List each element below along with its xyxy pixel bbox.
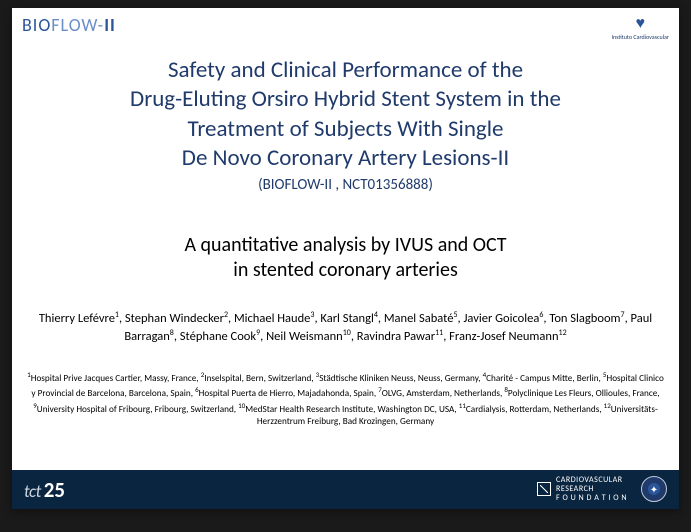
title-line-2: Drug-Eluting Orsiro Hybrid Stent System … — [42, 85, 649, 114]
trial-id: (BIOFLOW-II , NCT01356888) — [42, 176, 649, 194]
seal-icon: ✦ — [641, 476, 667, 502]
crf-text: CARDIOVASCULAR RESEARCH F O U N D A T I … — [556, 476, 627, 502]
tct-number: 25 — [44, 477, 65, 503]
footer-right: CARDIOVASCULAR RESEARCH F O U N D A T I … — [537, 476, 667, 502]
crf-line-3: F O U N D A T I O N — [556, 494, 627, 503]
tct-logo: tct 25 — [24, 477, 65, 503]
slide-header: BIOFLOW-II ♥ Instituto Cardiovascular — [22, 14, 669, 52]
bioflow-logo: BIOFLOW-II — [22, 14, 116, 36]
sponsor-logo: ♥ Instituto Cardiovascular — [611, 14, 669, 41]
title-line-3: Treatment of Subjects With Single — [42, 115, 649, 144]
slide-footer: tct 25 CARDIOVASCULAR RESEARCH F O U N D… — [12, 470, 679, 509]
sponsor-label: Instituto Cardiovascular — [611, 33, 669, 41]
crf-icon — [537, 482, 551, 496]
subtitle-block: A quantitative analysis by IVUS and OCT … — [42, 233, 649, 283]
subtitle-line-1: A quantitative analysis by IVUS and OCT — [42, 233, 649, 258]
tct-text: tct — [24, 481, 41, 502]
bioflow-logo-text: BIOFLOW-II — [22, 14, 116, 36]
subtitle-line-2: in stented coronary arteries — [42, 258, 649, 283]
title-block: Safety and Clinical Performance of the D… — [42, 56, 649, 194]
title-line-4: De Novo Coronary Artery Lesions-II — [42, 144, 649, 173]
affiliations-list: 1Hospital Prive Jacques Cartier, Massy, … — [26, 370, 665, 429]
title-line-1: Safety and Clinical Performance of the — [42, 56, 649, 85]
slide-container: BIOFLOW-II ♥ Instituto Cardiovascular Sa… — [12, 8, 679, 509]
authors-list: Thierry Lefévre1, Stephan Windecker2, Mi… — [34, 310, 657, 346]
crf-logo: CARDIOVASCULAR RESEARCH F O U N D A T I … — [537, 476, 627, 502]
heart-shield-icon: ♥ — [635, 14, 645, 33]
